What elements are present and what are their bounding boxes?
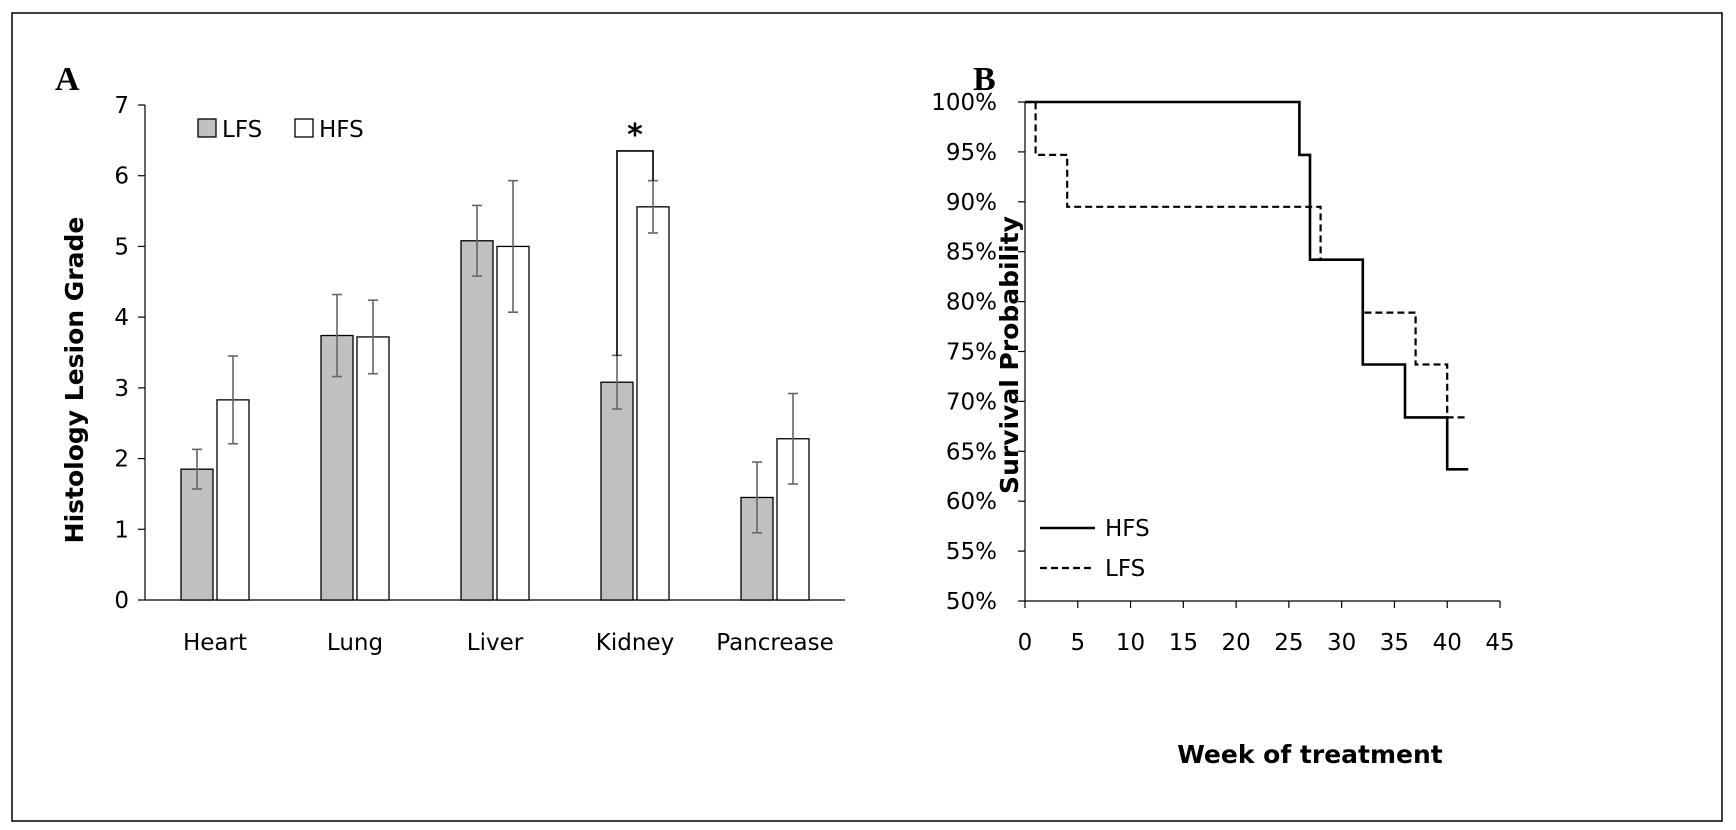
panel-a-legend-label-hfs: HFS — [319, 117, 364, 143]
panel-b-x-tick-label: 25 — [1274, 630, 1303, 656]
panel-a-y-tick-label: 7 — [114, 93, 129, 119]
panel-b-x-tick-label: 15 — [1169, 630, 1198, 656]
panel-b-y-tick-label: 75% — [946, 340, 997, 366]
panel-b-label: B — [973, 61, 996, 98]
panel-b-x-tick-label: 5 — [1070, 630, 1085, 656]
panel-b-y-tick-label: 65% — [946, 439, 997, 465]
panel-a-bar-hfs-kidney — [636, 206, 670, 601]
panel-a-y-tick-label: 0 — [114, 588, 129, 614]
panel-b-legend-label-hfs: HFS — [1105, 516, 1150, 542]
panel-a-label: A — [55, 61, 80, 98]
panel-a-x-tick-label-liver: Liver — [467, 630, 524, 656]
panel-b-x-tick-label: 20 — [1221, 630, 1250, 656]
panel-b-y-tick-label: 80% — [946, 290, 997, 316]
panel-a-plot-area: 0 1 2 3 4 5 6 7 Heart Lung Liver Kidney Pancrease * LF… — [114, 93, 845, 656]
panel-b-survival-chart: B Survival Probability Week of treatment… — [931, 61, 1514, 769]
panel-a-bar-lfs-kidney — [600, 381, 634, 601]
panel-b-y-tick-label: 50% — [946, 589, 997, 615]
panel-a-bar-lfs-liver — [460, 240, 494, 601]
panel-b-y-tick-label: 70% — [946, 389, 997, 415]
panel-a-y-tick-label: 2 — [114, 447, 129, 473]
panel-b-x-tick-label: 40 — [1433, 630, 1462, 656]
panel-b-y-tick-label: 95% — [946, 140, 997, 166]
panel-a-y-tick-label: 6 — [114, 164, 129, 190]
panel-a-significance-bracket — [616, 150, 654, 357]
panel-b-y-axis-title: Survival Probability — [995, 216, 1024, 494]
panel-a-y-tick-label: 3 — [114, 376, 129, 402]
panel-b-series-line-hfs — [1025, 100, 1469, 471]
panel-b-x-tick-label: 35 — [1380, 630, 1409, 656]
panel-a-bar-hfs-lung — [356, 336, 390, 601]
panel-b-plot-area: 50% 55% 60% 65% 70% 75% 80% 85% 90% 95% 100% 0 5 10 15… — [931, 90, 1514, 656]
panel-a-y-axis-title: Histology Lesion Grade — [60, 217, 89, 544]
panel-a-y-tick-label: 1 — [114, 517, 129, 543]
panel-b-y-tick-label: 90% — [946, 190, 997, 216]
panel-a-bar-lfs-lung — [320, 334, 354, 601]
panel-b-y-tick-label: 85% — [946, 240, 997, 266]
figure-border — [11, 12, 1723, 822]
panel-a-legend-swatch-hfs — [294, 118, 314, 138]
panel-b-y-tick-label: 55% — [946, 539, 997, 565]
panel-b-x-tick-label: 30 — [1327, 630, 1356, 656]
panel-a-bar-lfs-heart — [180, 468, 214, 601]
panel-a-y-tick-label: 5 — [114, 234, 129, 260]
panel-a-x-tick-label-kidney: Kidney — [596, 630, 674, 656]
panel-a-legend-swatch-lfs — [197, 118, 217, 138]
panel-b-legend-label-lfs: LFS — [1105, 556, 1145, 582]
panel-a-significance-star: * — [627, 118, 643, 153]
panel-a-y-tick-label: 4 — [114, 305, 129, 331]
panel-a-x-tick-label-heart: Heart — [183, 630, 247, 656]
panel-b-x-tick-label: 0 — [1018, 630, 1033, 656]
panel-a-x-tick-label-lung: Lung — [327, 630, 383, 656]
panel-a-bar-chart: A Histology Lesion Grade 0 1 2 3 4 5 6 7 Heart Lu… — [55, 61, 845, 656]
panel-b-y-tick-label: 100% — [931, 90, 997, 116]
panel-a-x-tick-label-pancrease: Pancrease — [716, 630, 833, 656]
panel-b-x-tick-label: 10 — [1116, 630, 1145, 656]
panel-b-x-axis-title: Week of treatment — [1177, 740, 1443, 769]
panel-b-x-tick-label: 45 — [1485, 630, 1514, 656]
panel-a-legend-label-lfs: LFS — [222, 117, 262, 143]
panel-b-y-tick-label: 60% — [946, 489, 997, 515]
panel-b-series-line-lfs — [1025, 100, 1469, 419]
